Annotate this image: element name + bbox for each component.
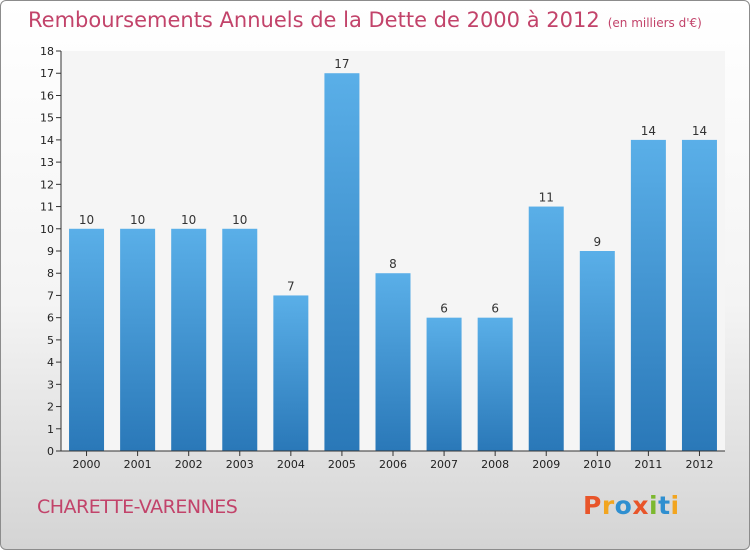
logo-letter: r xyxy=(601,491,615,520)
y-tick-label: 8 xyxy=(47,267,54,280)
y-tick-label: 3 xyxy=(47,378,54,391)
title-text: Remboursements Annuels de la Dette de 20… xyxy=(28,8,600,32)
x-tick-label: 2004 xyxy=(277,458,305,471)
bar-2002 xyxy=(171,228,207,451)
x-tick-label: 2011 xyxy=(634,458,662,471)
y-tick-label: 7 xyxy=(47,289,54,302)
y-tick-label: 14 xyxy=(40,134,54,147)
logo-letter: o xyxy=(614,491,633,520)
x-tick-label: 2010 xyxy=(583,458,611,471)
x-tick-label: 2006 xyxy=(379,458,407,471)
bar-2012 xyxy=(681,139,717,451)
data-label-2010: 9 xyxy=(593,235,601,249)
chart-title: Remboursements Annuels de la Dette de 20… xyxy=(28,8,702,32)
data-label-2004: 7 xyxy=(287,279,295,293)
data-label-2001: 10 xyxy=(130,213,145,227)
y-tick-label: 2 xyxy=(47,401,54,414)
proxiti-logo: Proxiti xyxy=(583,491,680,520)
x-tick-label: 2007 xyxy=(430,458,458,471)
y-tick-label: 12 xyxy=(40,178,54,191)
bar-2004 xyxy=(273,295,309,451)
bar-2005 xyxy=(324,73,360,451)
y-tick-label: 4 xyxy=(47,356,54,369)
data-label-2006: 8 xyxy=(389,257,397,271)
data-label-2012: 14 xyxy=(692,124,707,138)
data-label-2007: 6 xyxy=(440,302,448,316)
bar-2011 xyxy=(630,139,666,451)
data-label-2009: 11 xyxy=(539,191,554,205)
y-tick-label: 6 xyxy=(47,312,54,325)
data-label-2000: 10 xyxy=(79,213,94,227)
logo-letter: t xyxy=(658,491,671,520)
logo-letter: i xyxy=(670,491,680,520)
y-tick-label: 10 xyxy=(40,223,54,236)
y-tick-label: 1 xyxy=(47,423,54,436)
bar-2000 xyxy=(69,228,105,451)
bar-2008 xyxy=(477,317,513,451)
x-tick-label: 2001 xyxy=(124,458,152,471)
y-tick-label: 13 xyxy=(40,156,54,169)
y-tick-label: 11 xyxy=(40,201,54,214)
bar-2006 xyxy=(375,273,411,451)
bar-2003 xyxy=(222,228,258,451)
bar-2007 xyxy=(426,317,462,451)
logo-letter: i xyxy=(649,491,659,520)
data-label-2011: 14 xyxy=(641,124,656,138)
logo-letter: x xyxy=(632,491,649,520)
bar-2010 xyxy=(579,251,615,451)
logo-letter: P xyxy=(583,491,602,520)
bar-2001 xyxy=(120,228,156,451)
commune-name: CHARETTE-VARENNES xyxy=(37,496,238,518)
data-label-2005: 17 xyxy=(334,57,349,71)
x-tick-label: 2002 xyxy=(175,458,203,471)
bar-2009 xyxy=(528,206,564,451)
unit-label: (en milliers d'€) xyxy=(607,16,702,30)
x-tick-label: 2009 xyxy=(532,458,560,471)
y-tick-label: 17 xyxy=(40,67,54,80)
data-label-2003: 10 xyxy=(232,213,247,227)
x-tick-label: 2000 xyxy=(73,458,101,471)
x-tick-label: 2005 xyxy=(328,458,356,471)
y-tick-label: 9 xyxy=(47,245,54,258)
data-label-2008: 6 xyxy=(491,302,499,316)
x-tick-label: 2003 xyxy=(226,458,254,471)
x-tick-label: 2012 xyxy=(685,458,713,471)
y-tick-label: 16 xyxy=(40,89,54,102)
y-tick-label: 18 xyxy=(40,45,54,58)
y-tick-label: 5 xyxy=(47,334,54,347)
y-tick-label: 15 xyxy=(40,112,54,125)
data-label-2002: 10 xyxy=(181,213,196,227)
x-tick-label: 2008 xyxy=(481,458,509,471)
y-tick-label: 0 xyxy=(47,445,54,458)
